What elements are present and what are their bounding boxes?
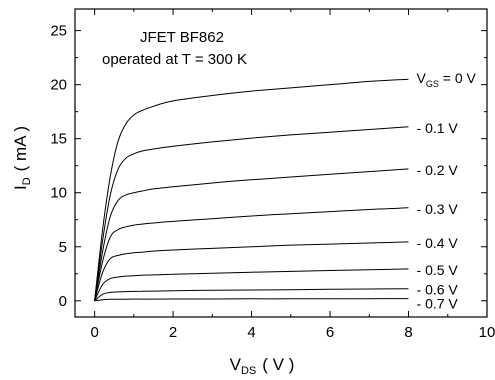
- curves: [94, 78, 409, 302]
- x-axis-title: VDS ( V ): [230, 355, 295, 377]
- y-tick-label-2: 10: [50, 185, 67, 202]
- curve-label-1: - 0.1 V: [417, 120, 459, 136]
- curve-label-4: - 0.4 V: [417, 235, 459, 251]
- curve-5: [94, 268, 409, 302]
- curve-3: [94, 207, 409, 301]
- y-tick-label-3: 15: [50, 131, 67, 148]
- curve-2: [94, 168, 409, 301]
- curve-label-2: - 0.2 V: [417, 162, 459, 178]
- x-tick-label-3: 6: [326, 324, 334, 341]
- curve-label-rest: = 0 V: [439, 70, 477, 86]
- x-tick-label-4: 8: [404, 324, 412, 341]
- curve-labels: VGS = 0 V - 0.1 V - 0.2 V - 0.3 V - 0.4 V - 0…: [417, 70, 477, 311]
- curve-label-0: VGS = 0 V: [417, 70, 477, 89]
- x-axis-ticks: 0 2 4 6 8 10: [90, 9, 495, 341]
- plot-border: [74, 8, 488, 318]
- y-axis-title-main: I: [11, 185, 30, 190]
- curve-label-3: - 0.3 V: [417, 201, 459, 217]
- annotation-temperature: operated at T = 300 K: [102, 51, 247, 68]
- x-axis-title-unit: ( V ): [262, 355, 294, 374]
- y-tick-label-5: 25: [50, 23, 67, 40]
- y-tick-label-1: 5: [59, 239, 67, 256]
- curve-6: [94, 288, 409, 302]
- y-axis-title: ID ( mA ): [11, 126, 33, 190]
- curve-label-7: - 0.7 V: [417, 296, 459, 312]
- curve-4: [94, 241, 409, 301]
- curve-label-6: - 0.6 V: [417, 282, 459, 298]
- curve-label-main: V: [417, 70, 427, 86]
- plot-frame: [74, 8, 488, 318]
- y-tick-label-4: 20: [50, 77, 67, 94]
- y-axis-title-unit: ( mA ): [11, 126, 30, 171]
- y-axis-title-sub: D: [21, 177, 33, 185]
- x-tick-label-2: 4: [247, 324, 255, 341]
- curve-1: [94, 126, 409, 301]
- x-axis-title-main: V: [230, 355, 242, 374]
- x-tick-label-5: 10: [479, 324, 495, 341]
- x-axis-title-sub: DS: [241, 365, 256, 377]
- y-tick-label-0: 0: [59, 293, 67, 310]
- curve-0: [94, 78, 409, 301]
- annotation-device: JFET BF862: [140, 29, 224, 46]
- curve-7: [94, 298, 409, 302]
- y-axis-ticks: 0 5 10 15 20 25: [50, 23, 487, 310]
- curve-label-5: - 0.5 V: [417, 262, 459, 278]
- x-tick-label-0: 0: [90, 324, 98, 341]
- x-tick-label-1: 2: [169, 324, 177, 341]
- curve-label-sub: GS: [426, 79, 439, 89]
